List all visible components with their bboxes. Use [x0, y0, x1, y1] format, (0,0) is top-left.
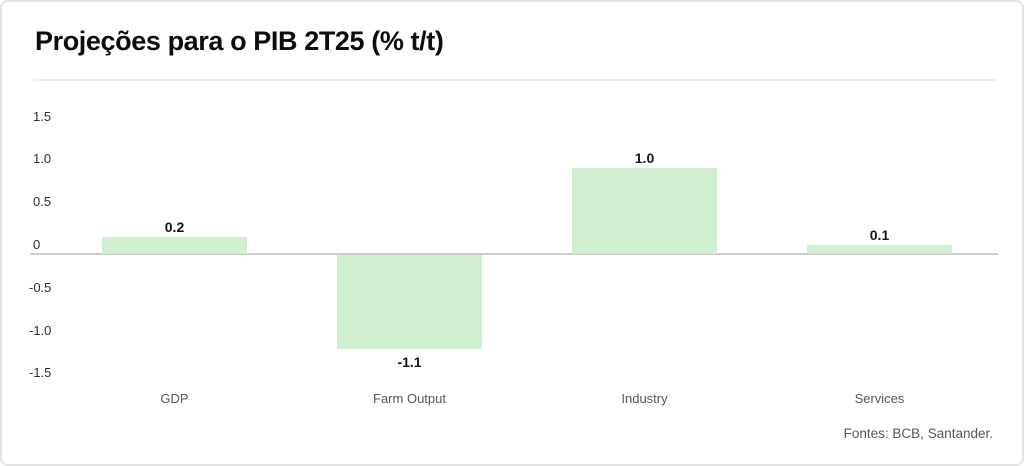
bar-value-label: 1.0	[634, 150, 655, 167]
bar-farm-output	[337, 255, 482, 350]
bar-gdp	[102, 236, 247, 254]
y-tick-label: 1.0	[33, 151, 52, 167]
bar-services	[807, 245, 952, 254]
y-tick-label: -0.5	[29, 279, 52, 295]
source-note: Fontes: BCB, Santander.	[843, 426, 993, 441]
bar-value-label: -1.1	[397, 354, 422, 371]
bar-value-label: 0.2	[164, 218, 185, 235]
y-tick-label: -1.0	[29, 322, 52, 338]
x-category-label: Industry	[621, 391, 668, 406]
y-tick-label: 1.5	[33, 108, 52, 124]
y-tick-label: -1.5	[29, 365, 52, 381]
y-tick-label: 0.5	[33, 194, 52, 210]
x-category-label: Services	[854, 391, 905, 406]
y-tick-label: 0	[33, 237, 41, 252]
zero-axis-line	[30, 253, 998, 255]
bar-industry	[572, 168, 717, 254]
x-category-label: Farm Output	[373, 391, 446, 406]
bar-value-label: 0.1	[869, 227, 890, 244]
x-category-label: GDP	[160, 391, 189, 406]
chart-title: Projeções para o PIB 2T25 (% t/t)	[35, 26, 444, 56]
title-divider	[33, 79, 998, 81]
